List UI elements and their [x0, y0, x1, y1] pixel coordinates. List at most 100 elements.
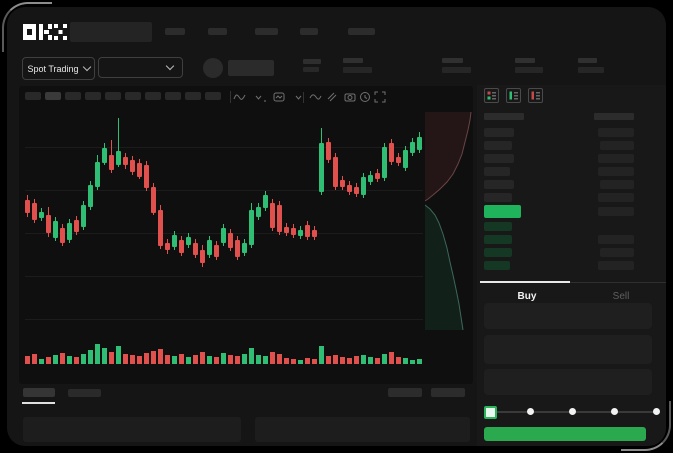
volume-bar — [165, 355, 170, 364]
bid-row[interactable] — [484, 222, 512, 231]
tab-buy[interactable]: Buy — [480, 288, 574, 304]
coin-icon — [203, 58, 223, 78]
nav-item-placeholder[interactable] — [208, 28, 227, 35]
order-input-placeholder[interactable] — [484, 335, 652, 364]
orderbook-all-icon[interactable] — [484, 88, 499, 103]
candle-body — [340, 180, 345, 187]
candle-body — [207, 240, 212, 255]
timeframe-button[interactable] — [105, 92, 121, 100]
slider-stop-dot[interactable] — [652, 408, 660, 415]
gridline — [25, 276, 423, 277]
timeframe-button[interactable] — [185, 92, 201, 100]
orderbook-bids-icon[interactable] — [506, 88, 521, 103]
candle-body — [291, 228, 296, 235]
bid-row[interactable] — [484, 248, 512, 257]
alert-clock-icon[interactable] — [359, 91, 371, 103]
candle-body — [305, 225, 310, 237]
timeframe-button[interactable] — [205, 92, 221, 100]
tab-sell[interactable]: Sell — [574, 288, 666, 304]
stat-label-placeholder — [515, 58, 535, 63]
bid-row[interactable] — [484, 261, 510, 270]
chart-surface — [19, 86, 473, 384]
volume-bar — [298, 360, 303, 364]
volume-bar — [368, 357, 373, 364]
candlestick-chart[interactable] — [25, 115, 423, 333]
candle-body — [326, 142, 331, 160]
pair-dropdown[interactable] — [98, 57, 183, 78]
timeframe-button[interactable] — [25, 92, 41, 100]
slider-stop-dot[interactable] — [568, 408, 576, 415]
toolbar-divider — [230, 91, 231, 103]
volume-bar — [39, 359, 44, 364]
timeframe-button[interactable] — [165, 92, 181, 100]
order-input-placeholder[interactable] — [484, 303, 652, 329]
ask-amount-bar — [598, 154, 634, 163]
volume-bar — [291, 359, 296, 364]
timeframe-button[interactable] — [145, 92, 161, 100]
interval-wave-icon[interactable] — [233, 91, 246, 103]
volume-bar — [137, 356, 142, 364]
candle-body — [361, 177, 366, 195]
timeframe-button[interactable] — [85, 92, 101, 100]
stat-label-placeholder — [442, 58, 463, 63]
chevron-down-icon[interactable] — [254, 91, 263, 103]
candle-body — [88, 185, 93, 207]
chevron-down-icon[interactable] — [294, 91, 303, 103]
volume-bar — [319, 346, 324, 364]
bottom-tab-active[interactable] — [23, 388, 55, 397]
volume-bar — [109, 352, 114, 364]
timeframe-button[interactable] — [45, 92, 61, 100]
candle-body — [186, 237, 191, 245]
ask-row[interactable] — [484, 141, 512, 150]
slider-stop-dot[interactable] — [610, 408, 618, 415]
buy-submit-button[interactable] — [484, 427, 646, 441]
ask-row[interactable] — [484, 167, 510, 176]
volume-bar — [151, 351, 156, 364]
volume-bar — [88, 350, 93, 364]
order-input-placeholder[interactable] — [484, 369, 652, 395]
volume-bar — [116, 346, 121, 364]
ask-row[interactable] — [484, 180, 514, 189]
orderbook — [480, 113, 666, 283]
candle-body — [95, 162, 100, 187]
indicator-icon[interactable] — [273, 91, 285, 103]
fullscreen-icon[interactable] — [374, 91, 386, 103]
camera-icon[interactable] — [344, 91, 356, 103]
nav-item-placeholder[interactable] — [300, 28, 318, 35]
volume-bar — [354, 356, 359, 364]
bottom-tab[interactable] — [68, 389, 101, 397]
volume-bar — [235, 356, 240, 364]
ask-amount-bar — [600, 180, 634, 189]
nav-item-placeholder[interactable] — [348, 28, 375, 35]
market-type-label: Spot Trading — [27, 63, 79, 74]
volume-bar — [179, 354, 184, 364]
bottom-action-placeholder[interactable] — [388, 388, 422, 397]
orderbook-asks-icon[interactable] — [528, 88, 543, 103]
bid-row[interactable] — [484, 235, 512, 244]
ask-row[interactable] — [484, 128, 514, 137]
candle-body — [333, 157, 338, 187]
toolbar-divider — [303, 92, 304, 103]
chart-toolbar-icons — [233, 91, 393, 104]
tab-sell-label: Sell — [612, 290, 630, 302]
nav-item-placeholder[interactable] — [255, 28, 278, 35]
volume-bar — [221, 353, 226, 364]
ask-amount-bar — [598, 128, 634, 137]
ask-row[interactable] — [484, 154, 514, 163]
bottom-action-placeholder[interactable] — [431, 388, 465, 397]
timeframe-button[interactable] — [125, 92, 141, 100]
slider-handle[interactable] — [484, 406, 497, 419]
compare-icon[interactable] — [326, 91, 338, 103]
ask-row[interactable] — [484, 193, 512, 202]
candle-body — [53, 221, 58, 238]
volume-bar — [375, 358, 380, 364]
volume-bar — [382, 354, 387, 364]
last-price-bar[interactable] — [484, 205, 521, 218]
slider-stop-dot[interactable] — [526, 408, 534, 415]
timeframe-button[interactable] — [65, 92, 81, 100]
line-wave-icon[interactable] — [309, 91, 322, 103]
volume-bar — [32, 354, 37, 364]
market-type-selector[interactable]: Spot Trading — [22, 57, 95, 80]
volume-bar — [256, 355, 261, 364]
nav-item-placeholder[interactable] — [165, 28, 185, 35]
